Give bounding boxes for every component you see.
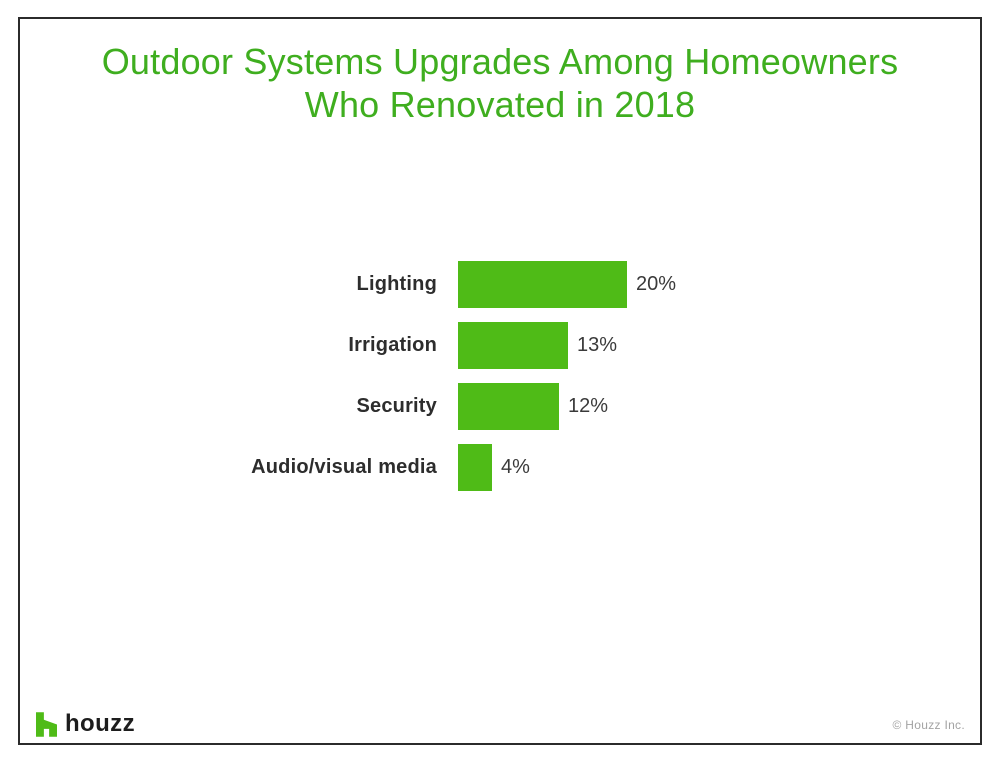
category-label: Audio/visual media [251,456,437,478]
category-label: Lighting [356,273,437,295]
chart-row: Audio/visual media 4% [20,444,980,491]
chart-title-line1: Outdoor Systems Upgrades Among Homeowner… [101,41,899,82]
value-label: 12% [568,395,609,417]
houzz-house-icon [36,711,57,737]
houzz-wordmark: houzz [65,710,135,737]
houzz-logo: houzz [36,710,135,738]
copyright-text: © Houzz Inc. [892,718,965,732]
value-label: 20% [636,273,677,295]
bar-security [458,383,559,430]
chart-title-line2: Who Renovated in 2018 [304,84,696,125]
infographic-frame: Outdoor Systems Upgrades Among Homeowner… [18,17,982,745]
chart-row: Lighting 20% [20,261,980,308]
chart-row: Security 12% [20,383,980,430]
bar-audio-visual-media [458,444,492,491]
category-label: Security [356,395,437,417]
chart-row: Irrigation 13% [20,322,980,369]
bar-lighting [458,261,627,308]
category-label: Irrigation [348,334,437,356]
bar-chart: Lighting 20% Irrigation 13% Security 12% Audio… [20,261,980,505]
value-label: 13% [577,334,618,356]
chart-title: Outdoor Systems Upgrades Among Homeowner… [20,40,980,126]
bar-irrigation [458,322,568,369]
value-label: 4% [501,456,530,478]
